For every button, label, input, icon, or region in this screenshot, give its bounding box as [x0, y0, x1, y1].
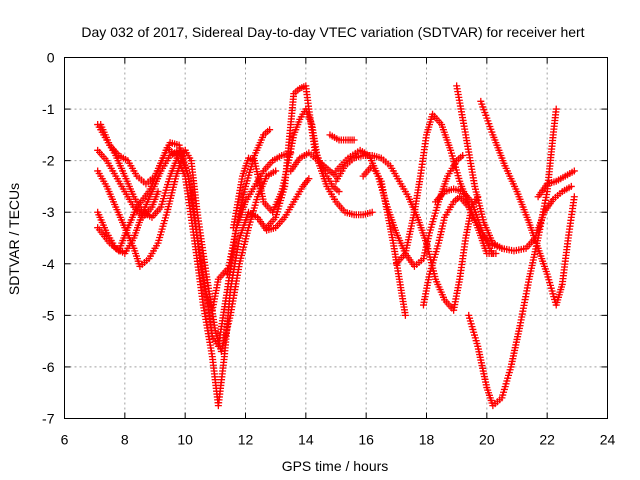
series-track-12: [332, 146, 467, 270]
data-point: [335, 188, 343, 196]
series-track-11: [326, 131, 358, 144]
data-point: [567, 182, 575, 190]
data-point: [272, 167, 280, 175]
data-point: [570, 167, 578, 175]
series-track-19: [477, 97, 578, 309]
y-tick-label: -7: [42, 411, 55, 427]
y-tick-label: -3: [42, 204, 55, 220]
data-point: [489, 249, 497, 257]
data-point: [459, 151, 467, 159]
x-tick-label: 6: [61, 432, 69, 448]
y-tick-label: -4: [42, 256, 55, 272]
data-point: [498, 244, 506, 252]
x-tick-label: 16: [358, 432, 374, 448]
series-track-6: [97, 121, 231, 314]
x-tick-label: 10: [177, 432, 193, 448]
y-tick-label: 0: [47, 50, 55, 66]
series-track-9: [263, 82, 343, 232]
y-axis-label: SDTVAR / TECUs: [6, 183, 22, 295]
x-tick-label: 12: [238, 432, 254, 448]
y-tick-label: -2: [42, 153, 55, 169]
data-point: [368, 208, 376, 216]
data-point: [154, 188, 162, 196]
series-track-14: [359, 162, 409, 319]
data-point: [350, 136, 358, 144]
x-tick-label: 8: [121, 432, 129, 448]
data-point: [552, 105, 560, 113]
series-track-5: [94, 146, 162, 221]
x-tick-label: 22: [539, 432, 555, 448]
data-point: [266, 126, 274, 134]
data-marks: [94, 82, 578, 410]
data-point: [401, 311, 409, 319]
plot-frame: [64, 57, 608, 419]
x-tick-label: 18: [419, 432, 435, 448]
x-tick-label: 20: [479, 432, 495, 448]
series-track-13: [332, 151, 482, 314]
series-track-18: [453, 82, 506, 252]
series-track-20: [465, 105, 560, 410]
series-track-4: [94, 121, 189, 221]
y-tick-label: -1: [42, 101, 55, 117]
grid: [64, 57, 608, 419]
y-tick-label: -6: [42, 359, 55, 375]
x-tick-label: 24: [600, 432, 616, 448]
data-point: [305, 175, 313, 183]
chart-title: Day 032 of 2017, Sidereal Day-to-day VTE…: [81, 24, 584, 40]
x-tick-label: 14: [298, 432, 314, 448]
data-point: [570, 193, 578, 201]
series-track-10: [287, 149, 340, 180]
axes: 6 8 10 12 14 16 18 20 22 24 0 -1 -2 -3 -4 -5 -6 -7: [42, 50, 615, 448]
x-axis-label: GPS time / hours: [282, 458, 389, 474]
y-tick-label: -5: [42, 307, 55, 323]
series-track-21: [534, 167, 578, 201]
